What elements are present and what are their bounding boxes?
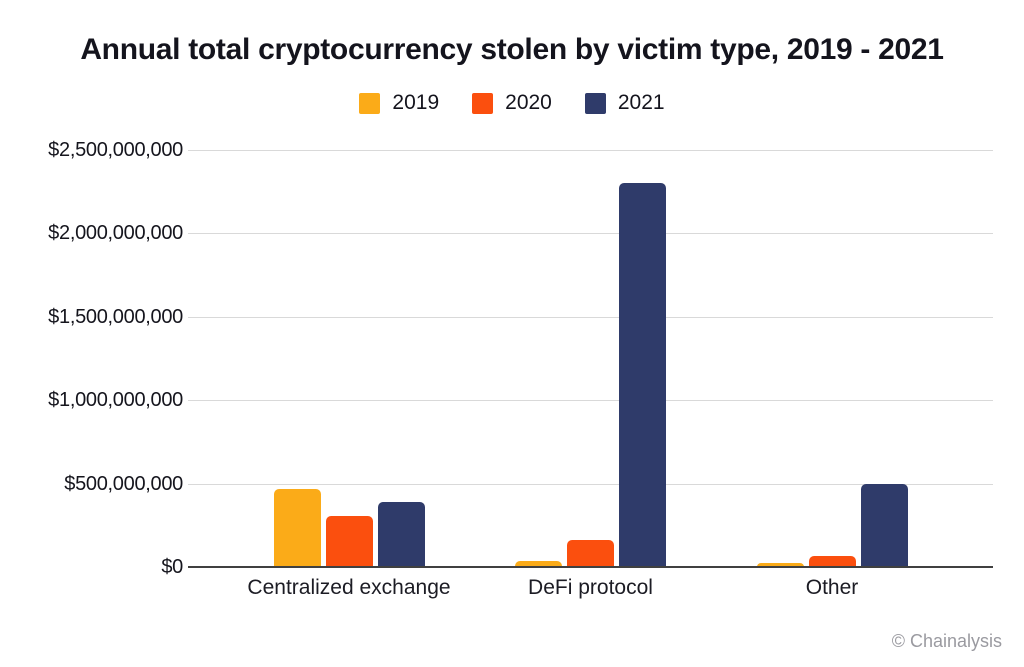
bar-2019-centralized-exchange [273,489,321,567]
legend-label-2021: 2021 [617,91,665,114]
chart-title: Annual total cryptocurrency stolen by vi… [80,33,944,66]
gridline [188,400,993,402]
bar-2020-defi-protocol [567,540,614,567]
bar-2019-other [756,563,804,567]
legend-item-2020: 2020 [472,91,552,115]
bar-2019-defi-protocol [515,561,562,567]
legend: 2019 2020 2021 [0,91,1024,115]
y-tick-label: $500,000,000 [64,472,183,495]
y-tick-label: $2,000,000,000 [48,222,183,245]
bar-2021-defi-protocol [619,183,666,567]
category-label-defi-protocol: DeFi protocol [528,576,653,599]
gridline [188,233,993,235]
gridline [188,483,993,485]
y-tick-label: $2,500,000,000 [48,139,183,161]
y-tick-label: $0 [161,556,183,578]
legend-swatch-2021 [584,92,606,114]
bar-2021-centralized-exchange [377,502,425,567]
plot-area [188,150,993,568]
legend-label-2019: 2019 [392,91,440,114]
bar-2020-centralized-exchange [325,516,373,567]
y-axis: $0 $500,000,000 $1,000,000,000 $1,500,000,0… [0,139,183,578]
legend-item-2021: 2021 [584,91,665,115]
legend-label-2020: 2020 [505,91,552,114]
gridline [188,150,993,151]
gridline [188,316,993,318]
bar-2021-other [860,484,908,567]
x-axis-line [188,566,993,568]
x-axis-labels: Centralized exchange DeFi protocol Other [188,576,993,606]
y-tick-label: $1,500,000,000 [48,305,183,328]
y-tick-label: $1,000,000,000 [48,389,183,412]
legend-swatch-2020 [472,92,494,114]
category-label-other: Other [805,576,859,599]
legend-item-2019: 2019 [359,91,439,115]
legend-swatch-2019 [359,92,381,114]
category-label-centralized-exchange: Centralized exchange [247,576,451,599]
chainalysis-credit: © Chainalysis [891,631,1002,651]
bar-2020-other [808,556,856,567]
